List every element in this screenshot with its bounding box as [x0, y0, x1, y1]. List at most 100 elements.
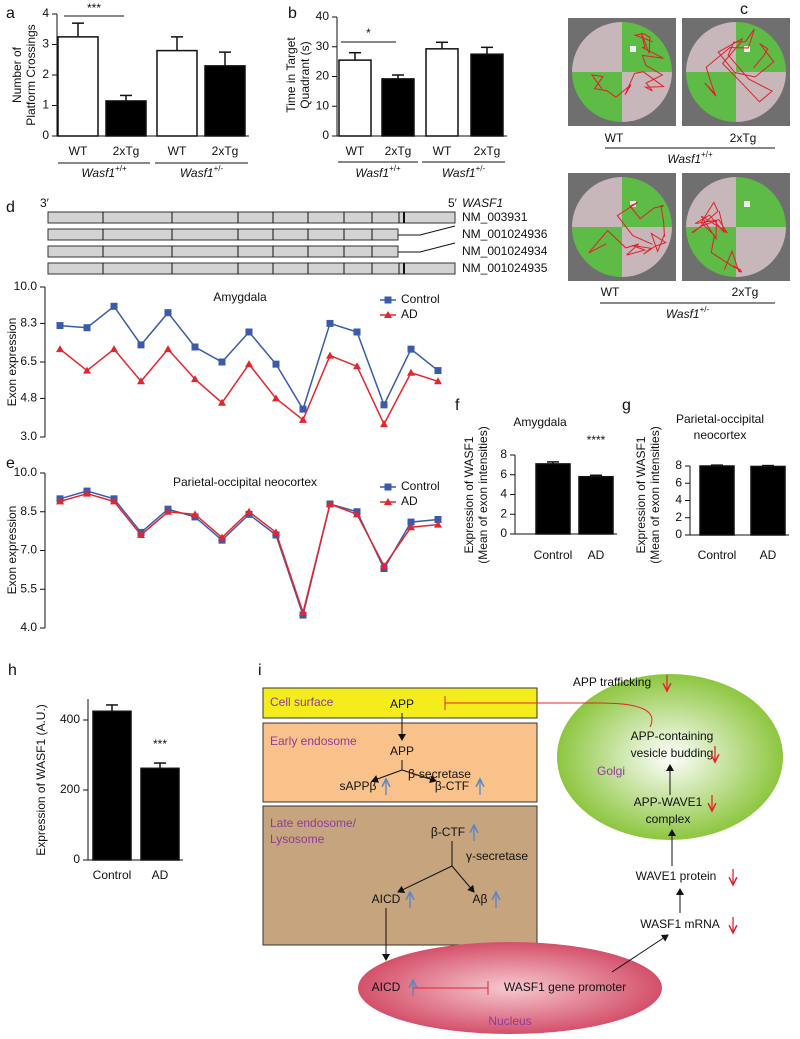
y-axis-label: Expression of WASF1 [634, 436, 648, 553]
data-point [110, 497, 118, 505]
compartment-label: Golgi [597, 764, 625, 778]
data-point [56, 345, 64, 353]
data-point [245, 328, 253, 336]
data-point [83, 324, 91, 332]
data-point [110, 345, 118, 353]
y-tick-label: 400 [60, 712, 80, 726]
data-point [191, 375, 199, 383]
y-tick-label: 0 [500, 526, 507, 540]
maze-platform [630, 201, 636, 207]
genotype: +/+ [389, 164, 401, 173]
y-tick-label: 8.5 [20, 504, 37, 518]
legend-label: AD [401, 307, 418, 321]
x-tick-label: 2xTg [212, 144, 239, 158]
gene: Wasf1 [180, 166, 214, 180]
data-point [164, 309, 172, 317]
chart-title: Parietal-occipital neocortex [173, 475, 317, 489]
x-tick-label: WT [433, 144, 452, 158]
maze-quadrant [686, 22, 736, 72]
y-tick-label: 1 [42, 98, 49, 112]
data-point [110, 302, 118, 310]
y-tick-label: 7.0 [20, 543, 37, 557]
y-tick-label: 5.5 [20, 581, 37, 595]
bar [470, 53, 504, 137]
y-axis-label: (Mean of exon intensities) [648, 426, 662, 563]
y-tick-label: 6 [675, 475, 682, 489]
y-tick-label: 40 [316, 9, 330, 23]
gene-label: WASF1 [462, 196, 503, 210]
swim-path [704, 28, 775, 103]
pathway-label: β-CTF [431, 825, 465, 839]
arrow [397, 865, 453, 894]
gene: Wasf1 [442, 166, 476, 180]
swim-path [590, 32, 666, 98]
bar [578, 475, 614, 535]
pathway-label: WASF1 gene promoter [504, 980, 626, 994]
genotype: +/- [476, 164, 486, 173]
pathway-label: WAVE1 protein [636, 869, 717, 883]
data-point [407, 345, 415, 353]
trial-label: 2xTg [730, 131, 757, 145]
group-label: Wasf1+/+ [355, 164, 401, 180]
y-axis-label: Exon expression [5, 506, 19, 595]
significance: *** [153, 737, 167, 751]
inhibition [412, 981, 489, 995]
x-tick-label: 2xTg [474, 144, 501, 158]
data-point [218, 398, 226, 406]
transcript [47, 262, 456, 275]
data-point [56, 322, 64, 330]
compartment-label: Early endosome [270, 734, 357, 748]
y-tick-label: 2 [675, 510, 682, 524]
data-point [326, 500, 334, 507]
x-tick-label: 2xTg [113, 144, 140, 158]
data-point [218, 533, 226, 541]
transcript [47, 211, 456, 224]
data-point [191, 343, 199, 351]
data-point [407, 523, 415, 531]
y-tick-label: 0 [73, 852, 80, 866]
data-point [407, 368, 415, 376]
bar [204, 65, 246, 137]
x-tick-label: AD [760, 548, 777, 562]
legend-label: Control [401, 479, 440, 493]
bar [140, 767, 180, 861]
y-tick-label: 4.8 [20, 391, 37, 405]
pathway-label: vesicle budding [631, 746, 714, 760]
panel-letter: d [6, 199, 15, 216]
data-point [380, 420, 388, 428]
data-point [299, 608, 307, 616]
pathway-label: β-CTF [435, 779, 469, 793]
y-tick-label: 20 [316, 69, 330, 83]
arrow [371, 769, 403, 783]
pathway-label: APP [390, 744, 414, 758]
data-point [434, 367, 442, 375]
gene: Wasf1 [81, 166, 115, 180]
y-tick-label: 30 [316, 39, 330, 53]
transcript-id: NM_001024935 [462, 261, 548, 275]
y-axis-label: Time in Target [284, 37, 298, 113]
data-point [299, 415, 307, 423]
pathway-label: Aβ [473, 892, 488, 906]
legend-marker [384, 498, 392, 505]
data-point [353, 510, 361, 518]
data-point [272, 528, 280, 536]
compartment-label: Lysosome [270, 832, 325, 846]
bar [57, 36, 99, 137]
data-point [407, 518, 415, 526]
data-point [245, 360, 253, 368]
pathway-label: β-secretase [408, 767, 471, 781]
significance: *** [87, 1, 101, 15]
y-axis-label: Expression of WASF1 (A.U.) [34, 704, 48, 856]
maze-quadrant [686, 177, 736, 227]
data-point [218, 358, 226, 366]
panel-letter: e [6, 455, 15, 472]
bar [92, 710, 132, 861]
data-point [272, 360, 280, 368]
maze-platform [744, 201, 750, 207]
y-tick-label: 10.0 [14, 279, 38, 293]
prime-label: 5′ [448, 196, 458, 210]
transcript [47, 228, 399, 241]
pathway-label: complex [646, 812, 691, 826]
y-axis-label: Number of [10, 46, 24, 103]
legend-label: Control [401, 292, 440, 306]
